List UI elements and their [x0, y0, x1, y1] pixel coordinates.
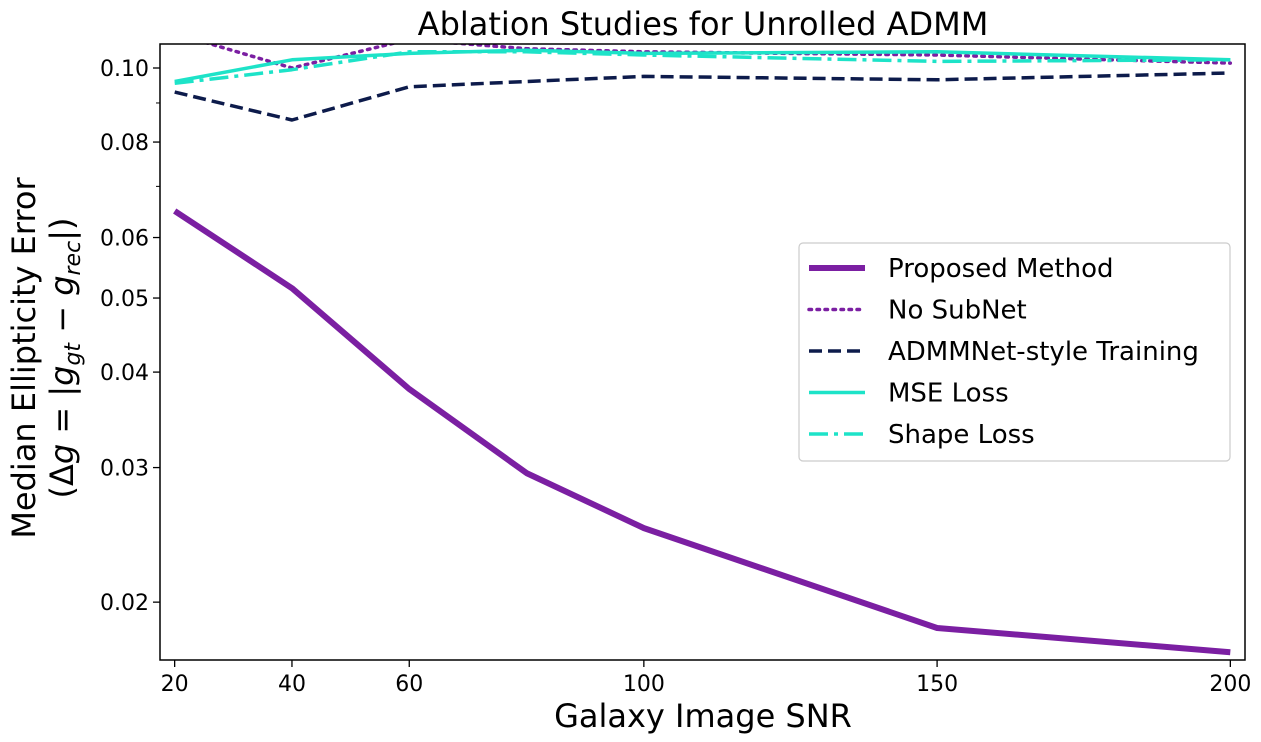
y-axis-label: Median Ellipticity Error (Δg = |ggt − gr…: [5, 176, 86, 538]
y-tick-label: 0.05: [100, 287, 149, 312]
x-tick-label: 40: [278, 672, 306, 697]
y-label-delta: Δ: [43, 464, 81, 486]
y-tick-label: 0.08: [100, 131, 149, 156]
x-tick-label: 60: [395, 672, 423, 697]
y-tick-label: 0.06: [100, 227, 149, 252]
y-label-g2: g: [43, 366, 81, 386]
y-tick-label: 0.04: [100, 361, 149, 386]
y-label-sub1: gt: [61, 342, 86, 366]
legend-label: Shape Loss: [888, 420, 1035, 450]
y-label-close: |): [43, 218, 81, 241]
x-tick-label: 200: [1209, 672, 1251, 697]
y-tick-label: 0.10: [100, 57, 149, 82]
y-label-open: (: [43, 486, 81, 498]
y-tick-label: 0.03: [100, 457, 149, 482]
legend-label: No SubNet: [888, 296, 1027, 326]
legend-label: MSE Loss: [888, 379, 1009, 409]
series-line-shape-loss: [174, 50, 1231, 86]
x-tick-label: 150: [916, 672, 958, 697]
x-axis-ticks: 20 40 60 100 150 200: [161, 660, 1251, 697]
y-label-eq: = |: [43, 386, 81, 444]
x-axis-label: Galaxy Image SNR: [554, 697, 852, 735]
chart-title: Ablation Studies for Unrolled ADMM: [418, 5, 989, 43]
y-label-sub2: rec: [61, 241, 86, 276]
y-label-g1: g: [43, 444, 81, 464]
series-line-admmnet-style-training: [174, 71, 1231, 122]
legend-label: Proposed Method: [888, 254, 1113, 284]
x-tick-label: 100: [623, 672, 665, 697]
y-axis-label-line1: Median Ellipticity Error: [5, 176, 43, 538]
legend-label: ADMMNet-style Training: [888, 337, 1199, 367]
y-tick-label: 0.02: [100, 591, 149, 616]
y-label-minus: −: [43, 296, 81, 343]
legend-box: [798, 242, 1231, 462]
x-tick-label: 20: [161, 672, 189, 697]
y-label-g3: g: [43, 275, 81, 295]
series-line-proposed-method: [173, 208, 1231, 656]
plot-area: [173, 44, 1233, 656]
legend: Proposed Method No SubNet ADMMNet-style Tr…: [798, 242, 1231, 462]
y-axis-ticks: 0.02 0.03 0.04 0.05 0.06 0.08 0.10: [100, 57, 160, 616]
y-axis-label-line2: (Δg = |ggt − grec|): [43, 218, 86, 499]
plot-frame: [159, 43, 1246, 661]
